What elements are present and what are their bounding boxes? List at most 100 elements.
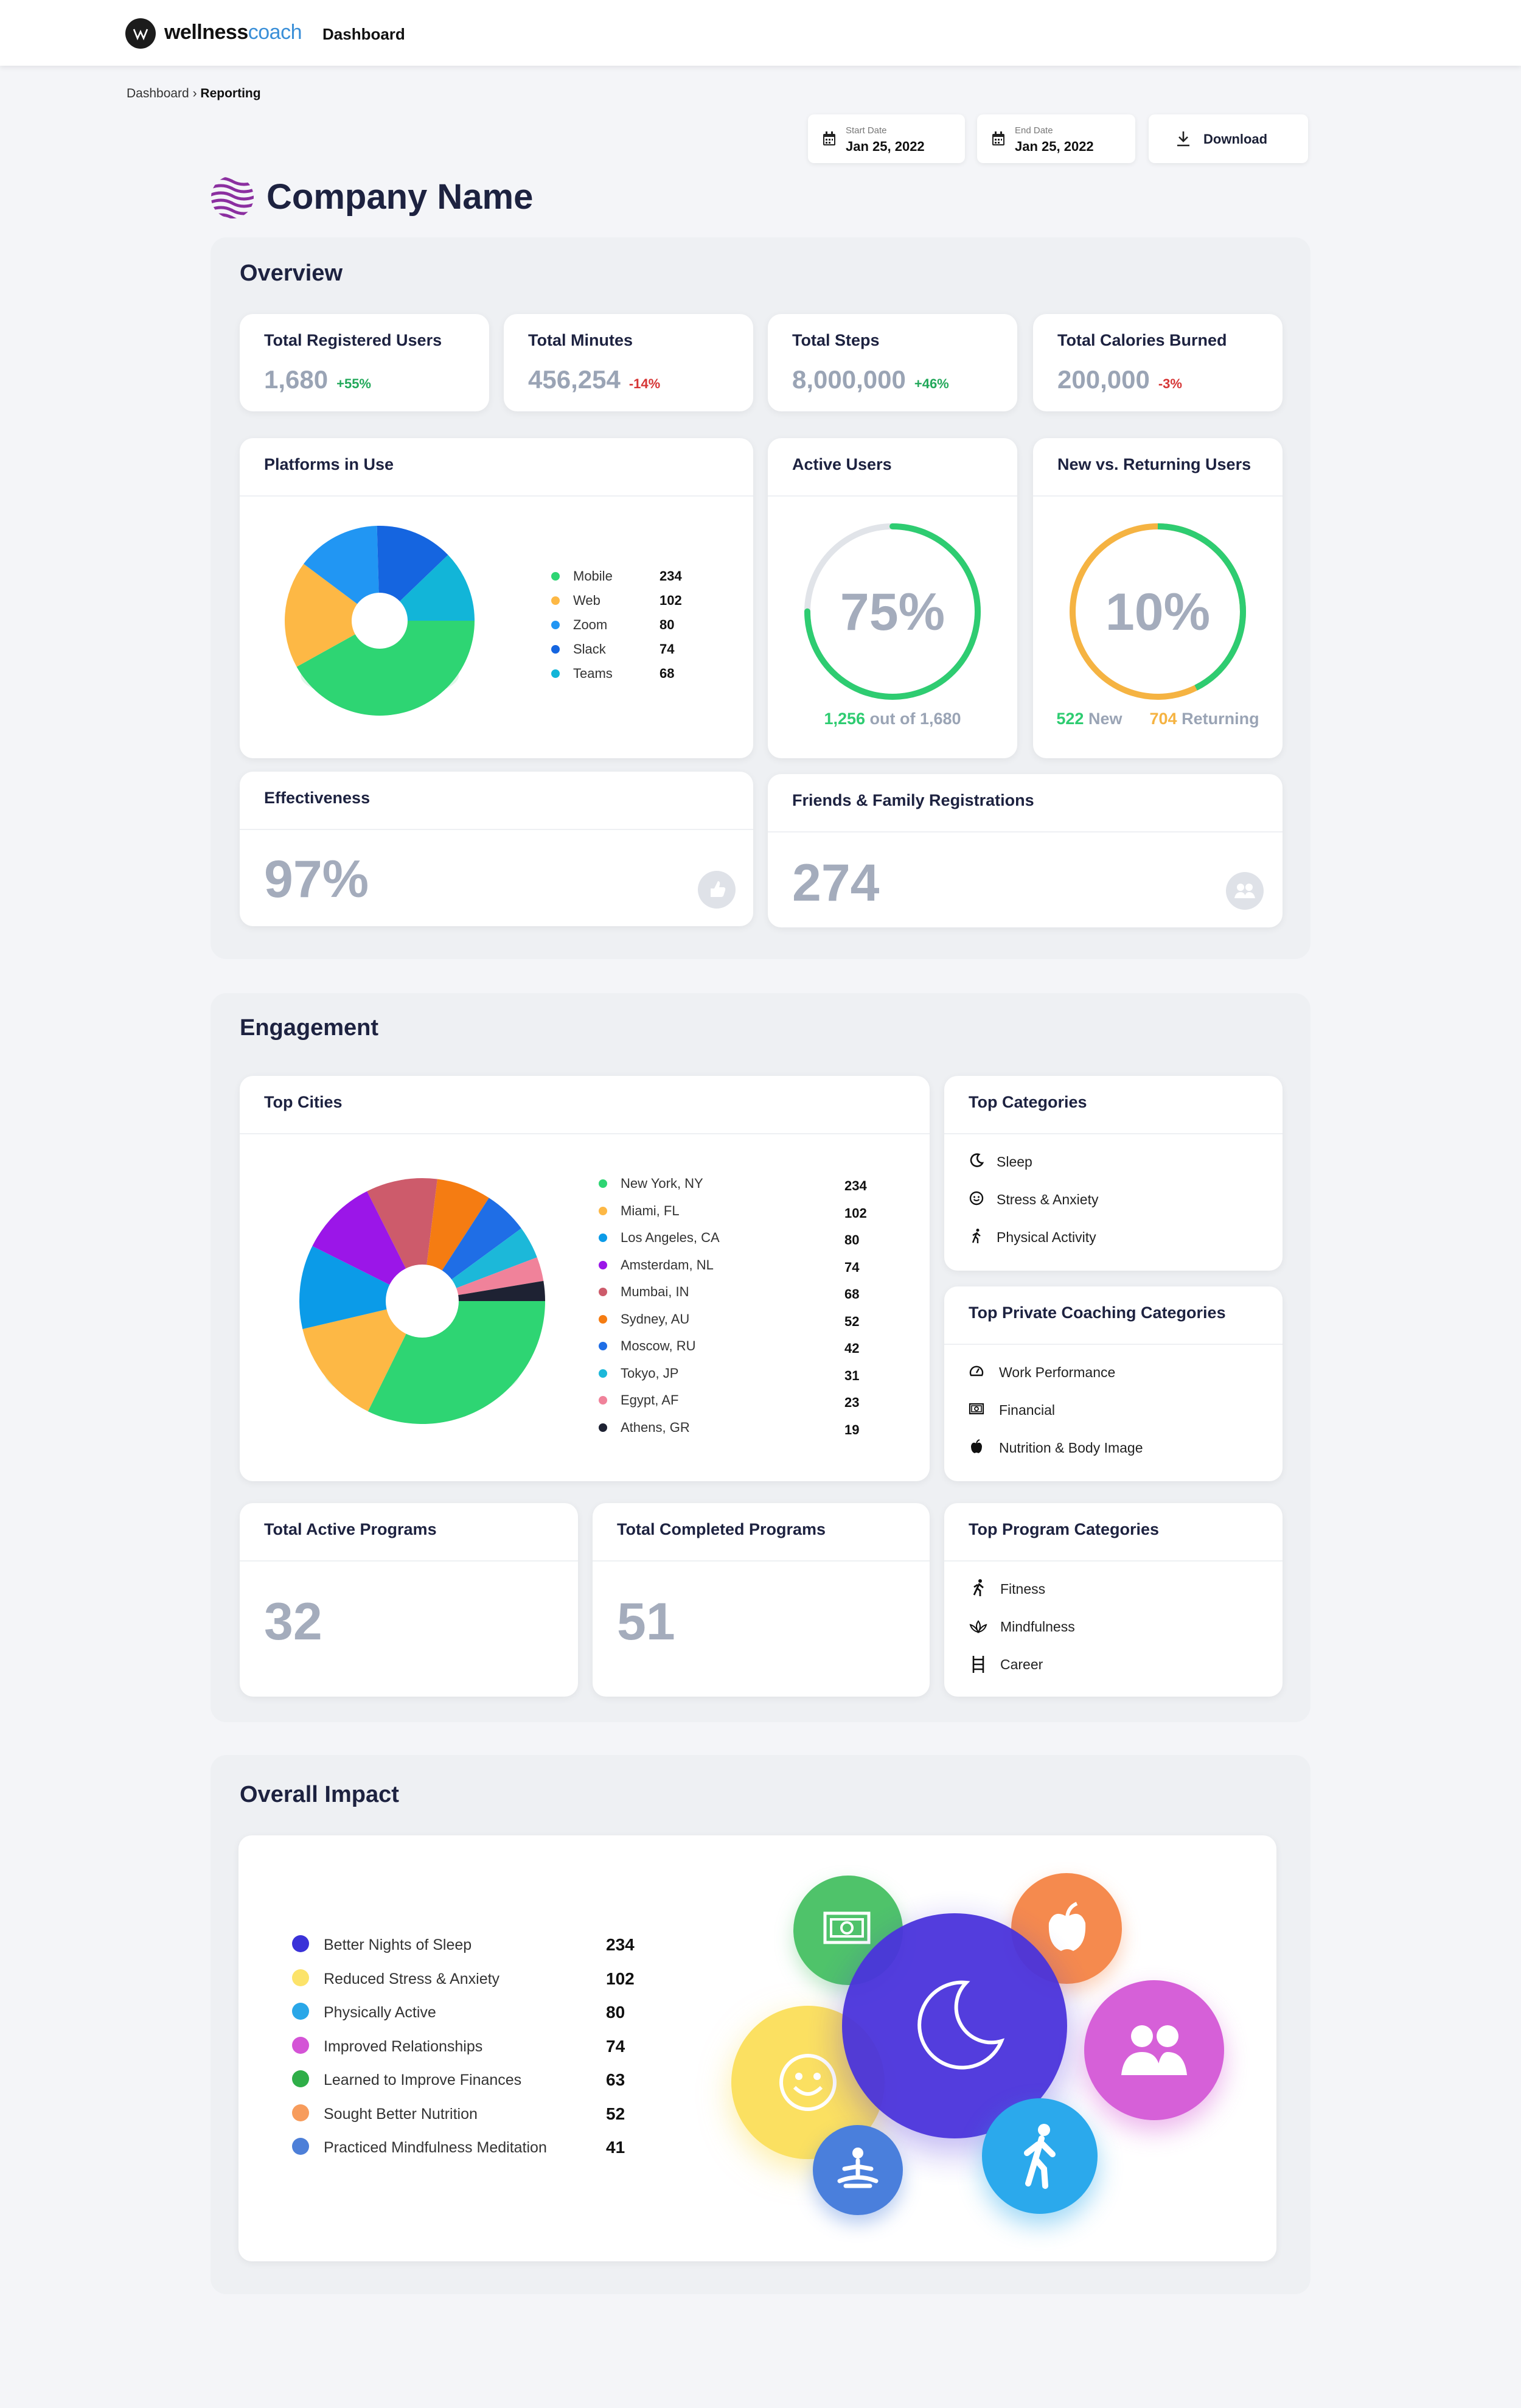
category-item: Mindfulness [1000, 1619, 1075, 1635]
running-icon [972, 1229, 981, 1243]
people-icon [1121, 2025, 1187, 2075]
legend-dot [599, 1369, 607, 1378]
new-returning-card: New vs. Returning Users 10% 522 New 704 … [1033, 438, 1283, 758]
active-programs-title: Total Active Programs [264, 1520, 437, 1538]
legend-label: Miami, FL [621, 1202, 680, 1218]
calendar-icon [992, 131, 1004, 145]
stat-value: 8,000,000 [792, 365, 906, 394]
impact-icon [292, 2036, 309, 2054]
platform-slice-1 [285, 564, 380, 667]
impact-icon [292, 2070, 309, 2087]
legend-label: Teams [573, 666, 613, 681]
legend-label: New York, NY [621, 1176, 703, 1191]
stat-label: Total Calories Burned [1057, 331, 1227, 349]
moon-icon [970, 1153, 984, 1167]
impact-icon [292, 1969, 309, 1986]
legend-dot [599, 1260, 607, 1269]
top-cities-title: Top Cities [264, 1093, 343, 1111]
city-slice-1 [302, 1301, 422, 1412]
legend-label: Slack [573, 641, 606, 657]
impact-icon [292, 2003, 309, 2020]
mindfulness-bubble [813, 2125, 903, 2215]
legend-dot [599, 1423, 607, 1432]
impact-card: Better Nights of Sleep 234 Reduced Stress … [238, 1835, 1276, 2261]
returning-users-count: 704 [1149, 710, 1177, 728]
legend-label: Web [573, 593, 600, 608]
active-programs-value: 32 [264, 1593, 322, 1651]
legend-dot [599, 1206, 607, 1215]
legend-value: 80 [844, 1232, 860, 1248]
moon-icon [917, 1980, 1005, 2070]
download-button[interactable]: Download [1149, 114, 1308, 163]
completed-programs-value: 51 [617, 1593, 675, 1651]
legend-label: Sydney, AU [621, 1311, 690, 1327]
legend-dot [599, 1342, 607, 1350]
active-programs-card: Total Active Programs 32 [240, 1503, 578, 1697]
active-users-suffix: out of 1,680 [869, 710, 961, 728]
active-users-card: Active Users 75% 1,256 out of 1,680 [768, 438, 1017, 758]
impact-label: Practiced Mindfulness Meditation [324, 2139, 547, 2156]
breadcrumb-root[interactable]: Dashboard [127, 86, 189, 100]
program-categories-card: Top Program Categories Fitness Mindfulne… [944, 1503, 1283, 1697]
legend-label: Mumbai, IN [621, 1284, 689, 1299]
category-item: Work Performance [999, 1364, 1116, 1380]
program-categories-title: Top Program Categories [969, 1520, 1160, 1538]
start-date-picker[interactable]: Start Date Jan 25, 2022 [808, 114, 965, 163]
top-cities-card: Top Cities New York, NY 234 Miami, FL 102 Lo… [240, 1076, 930, 1481]
download-label: Download [1203, 131, 1268, 147]
friends-family-card: Friends & Family Registrations 274 [768, 774, 1283, 927]
returning-users-label: Returning [1182, 710, 1259, 728]
legend-label: Amsterdam, NL [621, 1257, 714, 1272]
new-returning-title: New vs. Returning Users [1057, 455, 1251, 473]
legend-dot [599, 1396, 607, 1405]
stat-card-registered-users: Total Registered Users 1,680 +55% [240, 314, 489, 411]
active-users-title: Active Users [792, 455, 892, 473]
legend-dot [551, 645, 560, 654]
end-date-picker[interactable]: End Date Jan 25, 2022 [977, 114, 1135, 163]
top-categories-title: Top Categories [969, 1093, 1087, 1111]
private-coaching-title: Top Private Coaching Categories [969, 1303, 1226, 1322]
money-icon [969, 1403, 984, 1415]
apple-icon [1048, 1902, 1086, 1951]
breadcrumb-separator: › [192, 86, 197, 100]
impact-label: Sought Better Nutrition [324, 2105, 478, 2123]
active-users-ring: 75% [804, 523, 981, 700]
start-date-label: Start Date [846, 125, 887, 136]
impact-value: 41 [606, 2138, 625, 2157]
impact-label: Physically Active [324, 2004, 436, 2021]
stat-card-calories-burned: Total Calories Burned 200,000 -3% [1033, 314, 1283, 411]
legend-value: 80 [660, 617, 675, 632]
thumbs-up-icon [698, 871, 736, 909]
top-categories-card: Top Categories Sleep Stress & Anxiety Ph… [944, 1076, 1283, 1271]
platform-slice-4 [380, 554, 475, 621]
legend-dot [599, 1314, 607, 1324]
friends-family-value: 274 [792, 854, 880, 912]
effectiveness-value: 97% [264, 850, 369, 909]
platform-slice-0 [296, 621, 475, 716]
impact-value: 80 [606, 2003, 625, 2022]
company-logo-icon [211, 176, 254, 218]
impact-value: 52 [606, 2104, 625, 2123]
legend-value: 234 [660, 568, 682, 584]
legend-dot [551, 669, 560, 678]
apple-icon [971, 1439, 982, 1453]
legend-value: 42 [844, 1341, 860, 1356]
top-header: wellnesscoach Dashboard [0, 0, 1521, 66]
legend-label: Athens, GR [621, 1419, 690, 1435]
category-item: Financial [999, 1402, 1056, 1418]
category-item: Stress & Anxiety [997, 1192, 1099, 1207]
logo-mark-icon[interactable] [125, 18, 156, 49]
end-date-label: End Date [1015, 125, 1053, 136]
effectiveness-title: Effectiveness [264, 789, 371, 807]
header-title[interactable]: Dashboard [322, 25, 405, 43]
top-cities-pie [299, 1178, 545, 1424]
impact-label: Improved Relationships [324, 2037, 483, 2055]
city-slice-2 [299, 1246, 422, 1329]
friends-family-title: Friends & Family Registrations [792, 791, 1034, 809]
legend-value: 74 [844, 1259, 860, 1275]
impact-value: 74 [606, 2036, 625, 2056]
legend-value: 68 [844, 1286, 860, 1302]
breadcrumb: Dashboard › Reporting [127, 86, 261, 101]
new-users-count: 522 [1056, 710, 1084, 728]
logo-wordmark[interactable]: wellnesscoach [164, 21, 302, 44]
